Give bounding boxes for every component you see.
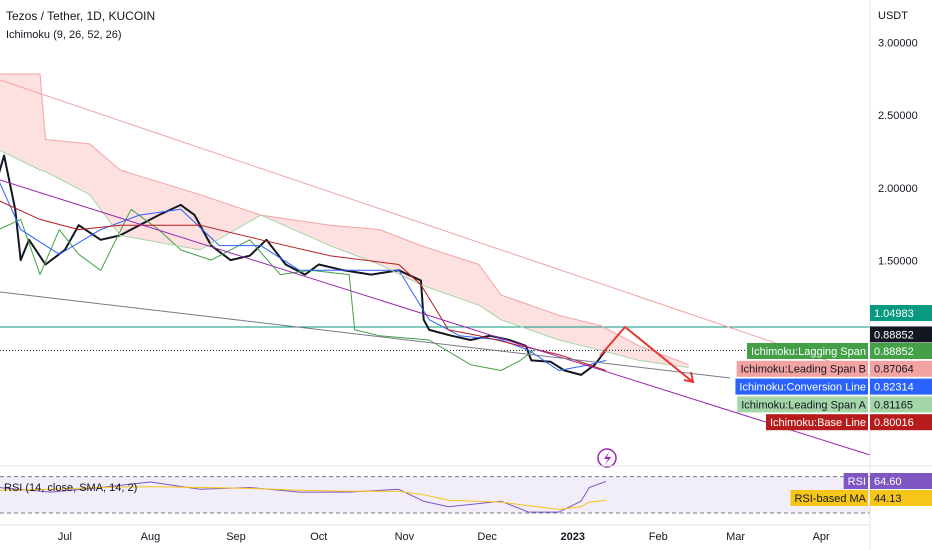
series-value-label-box [870, 490, 932, 506]
x-tick-label: Feb [649, 531, 668, 543]
x-tick-label: Jul [58, 531, 72, 543]
series-value-label: 64.60 [874, 476, 902, 488]
series-label-box [737, 396, 868, 413]
x-tick-label: Nov [395, 531, 415, 543]
series-value-label-box [870, 473, 932, 489]
series-value-label: 0.88852 [874, 346, 914, 358]
series-label: RSI [848, 476, 866, 488]
rsi-title: RSI (14, close, SMA, 14, 2) [4, 482, 137, 494]
x-tick-label: 2023 [560, 531, 584, 543]
series-value-label: 0.80016 [874, 417, 914, 429]
y-tick-label: 2.00000 [878, 183, 918, 195]
price-line-label-box [870, 304, 932, 321]
series-label-box [735, 378, 868, 395]
series-line [0, 200, 607, 371]
series-label: Ichimoku:Base Line [770, 417, 866, 429]
event-bolt [604, 452, 611, 465]
series-line [0, 182, 607, 371]
chart-title: Tezos / Tether, 1D, KUCOIN [6, 9, 155, 23]
series-label-box [766, 414, 868, 431]
series-label-box [736, 360, 868, 377]
series-label-box [790, 490, 868, 506]
series-label-box [843, 473, 868, 489]
trend-line [0, 79, 871, 376]
series-line [0, 73, 689, 366]
last-price-label-box [870, 326, 932, 343]
x-tick-label: Aug [141, 531, 161, 543]
series-line [0, 149, 689, 369]
series-value-label-box [870, 414, 932, 431]
series-label: Ichimoku:Lagging Span [751, 346, 866, 358]
series-value-label: 0.87064 [874, 364, 914, 376]
series-value-label: 44.13 [874, 493, 902, 505]
series-label: RSI-based MA [794, 493, 866, 505]
x-tick-label: Dec [477, 531, 497, 543]
y-axis-label: USDT [878, 10, 908, 22]
last-price-label: 0.88852 [874, 329, 914, 341]
trend-line [0, 291, 731, 379]
series-value-label-box [870, 360, 932, 377]
series-label-box [747, 343, 868, 359]
series-value-label-box [870, 343, 932, 359]
y-tick-label: 3.00000 [878, 38, 918, 50]
series-line [0, 486, 606, 510]
series-value-label-box [870, 396, 932, 413]
x-tick-label: Apr [813, 531, 830, 543]
series-value-label-box [870, 378, 932, 395]
series-label: Ichimoku:Leading Span B [741, 364, 866, 376]
series-value-label: 0.81165 [874, 399, 913, 411]
series-line [0, 208, 535, 371]
series-label: Ichimoku:Conversion Line [739, 382, 866, 394]
y-tick-label: 2.50000 [878, 110, 918, 122]
series-label: Ichimoku:Leading Span A [741, 399, 866, 411]
trend-line [0, 179, 871, 456]
price-line-label: 1.04983 [874, 308, 914, 320]
x-tick-label: Mar [726, 531, 745, 543]
series-value-label: 0.82314 [874, 382, 914, 394]
x-tick-label: Sep [226, 531, 246, 543]
indicator-title: Ichimoku (9, 26, 52, 26) [6, 29, 122, 41]
cloud [0, 74, 689, 368]
x-tick-label: Oct [310, 531, 327, 543]
forecast-arrow [599, 325, 694, 383]
y-tick-label: 1.50000 [878, 255, 918, 267]
arrow-head [683, 371, 695, 384]
